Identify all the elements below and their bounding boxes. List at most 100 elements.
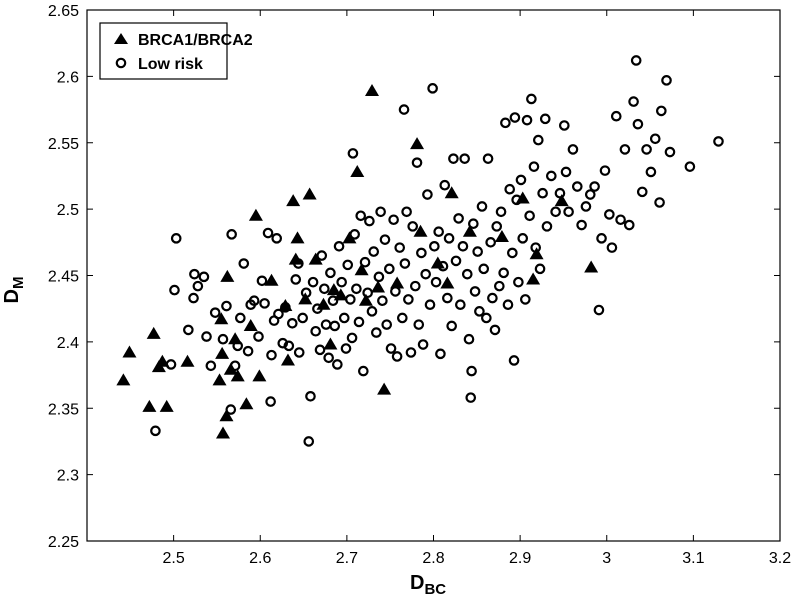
low-risk-point <box>189 268 200 280</box>
low-risk-point <box>656 105 667 117</box>
low-risk-point <box>169 284 180 296</box>
low-risk-point <box>283 340 295 352</box>
low-risk-point <box>495 206 507 218</box>
brca-point <box>430 256 445 269</box>
low-risk-point <box>287 317 298 329</box>
low-risk-point <box>262 227 274 239</box>
brca-point <box>354 263 369 276</box>
low-risk-point <box>524 210 535 222</box>
low-risk-point <box>293 347 305 358</box>
brca-point <box>159 399 174 412</box>
low-risk-point <box>539 113 551 125</box>
brca-point <box>342 231 357 244</box>
low-risk-point <box>478 263 490 275</box>
low-risk-point <box>316 250 328 261</box>
low-risk-point <box>375 206 386 218</box>
brca-point <box>219 409 234 422</box>
low-risk-point <box>266 349 277 361</box>
low-risk-point <box>457 240 469 252</box>
low-risk-point <box>533 134 544 146</box>
brca-point <box>526 272 541 285</box>
low-risk-point <box>469 286 481 297</box>
brca-point <box>243 318 258 331</box>
low-risk-point <box>340 343 352 354</box>
low-risk-point <box>466 365 477 377</box>
brca-point <box>239 397 254 410</box>
low-risk-point <box>515 174 527 186</box>
low-risk-point <box>183 324 194 336</box>
low-risk-point <box>366 306 378 317</box>
brca-point <box>278 299 293 312</box>
low-risk-point <box>567 144 579 155</box>
low-risk-point <box>221 300 232 312</box>
low-risk-point <box>427 83 438 94</box>
low-risk-point <box>238 258 250 269</box>
low-risk-point <box>188 292 199 304</box>
low-risk-point <box>630 55 642 66</box>
y-tick-label: 2.3 <box>57 468 79 485</box>
y-tick-label: 2.35 <box>48 401 79 418</box>
low-risk-point <box>526 93 537 105</box>
low-risk-point <box>563 206 574 218</box>
low-risk-point <box>170 233 182 244</box>
brca-point <box>298 292 313 305</box>
legend-label-brca: BRCA1/BRCA2 <box>138 32 253 49</box>
low-risk-point <box>209 307 221 318</box>
brca-point <box>216 426 231 439</box>
legend-box <box>99 22 228 80</box>
low-risk-point <box>355 210 367 222</box>
low-risk-point <box>327 295 339 307</box>
low-risk-point <box>534 263 546 275</box>
y-tick-label: 2.55 <box>48 136 79 153</box>
low-risk-point <box>584 189 596 200</box>
low-risk-point <box>593 304 605 316</box>
low-risk-point <box>509 112 521 123</box>
low-risk-point <box>416 247 427 259</box>
low-risk-point <box>347 148 359 159</box>
brca-point <box>410 137 425 150</box>
brca-point <box>116 373 131 386</box>
low-risk-point <box>338 312 350 324</box>
low-risk-point <box>615 214 626 226</box>
low-risk-point <box>713 136 724 147</box>
low-risk-point <box>645 166 657 178</box>
low-risk-point <box>397 312 408 324</box>
low-risk-point <box>265 396 276 407</box>
low-risk-point <box>606 242 618 253</box>
low-risk-point <box>684 161 696 172</box>
low-risk-point <box>465 392 477 403</box>
low-risk-point <box>205 360 217 372</box>
low-risk-point <box>528 161 540 172</box>
low-risk-point <box>661 75 672 86</box>
legend-label-low-risk: Low risk <box>138 56 203 73</box>
low-risk-point <box>596 233 607 244</box>
low-risk-point <box>381 319 393 330</box>
low-risk-point <box>198 271 210 283</box>
brca-point <box>215 346 230 359</box>
low-risk-point <box>336 276 347 288</box>
low-risk-point <box>504 183 516 195</box>
low-risk-point <box>242 345 254 357</box>
brca-point <box>494 230 509 243</box>
low-risk-point <box>201 331 212 342</box>
low-risk-point <box>217 333 229 345</box>
low-risk-point <box>310 325 321 337</box>
brca-point <box>220 269 235 282</box>
x-tick-label: 2.7 <box>336 550 358 567</box>
low-risk-point <box>498 267 509 279</box>
low-risk-point <box>507 247 518 259</box>
brca-point <box>350 164 365 177</box>
low-risk-point <box>391 351 403 362</box>
low-risk-point <box>371 327 382 338</box>
low-risk-point <box>453 213 464 224</box>
low-risk-point <box>342 259 354 271</box>
low-risk-point <box>420 268 432 280</box>
low-risk-point <box>430 276 442 288</box>
low-risk-point <box>482 153 494 164</box>
brca-point <box>142 399 157 412</box>
low-risk-point <box>417 339 429 350</box>
brca-point <box>462 224 477 237</box>
low-risk-point <box>476 201 488 212</box>
low-risk-point <box>649 133 661 145</box>
low-risk-point <box>333 240 345 252</box>
